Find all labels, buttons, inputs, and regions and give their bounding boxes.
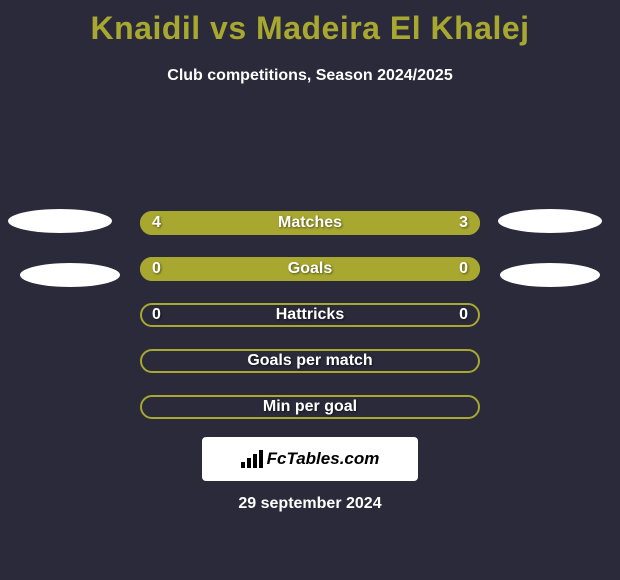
stat-row: Min per goal <box>0 383 620 429</box>
bar-chart-icon <box>241 450 263 468</box>
date-label: 29 september 2024 <box>0 495 620 513</box>
stat-bar <box>140 395 480 419</box>
stat-row: Hattricks00 <box>0 291 620 337</box>
fctables-logo: FcTables.com <box>202 437 418 481</box>
stat-bar <box>140 257 480 281</box>
stat-bar-left-fill <box>140 211 334 235</box>
stat-bar-right-fill <box>334 211 480 235</box>
logo-text: FcTables.com <box>267 449 380 469</box>
page-title: Knaidil vs Madeira El Khalej <box>0 0 620 47</box>
subtitle: Club competitions, Season 2024/2025 <box>0 67 620 85</box>
stat-bar <box>140 303 480 327</box>
stat-bar <box>140 349 480 373</box>
stat-bar <box>140 211 480 235</box>
stat-bar-left-fill <box>140 257 480 281</box>
stat-row: Goals per match <box>0 337 620 383</box>
stat-row: Goals00 <box>0 245 620 291</box>
stat-row: Matches43 <box>0 199 620 245</box>
